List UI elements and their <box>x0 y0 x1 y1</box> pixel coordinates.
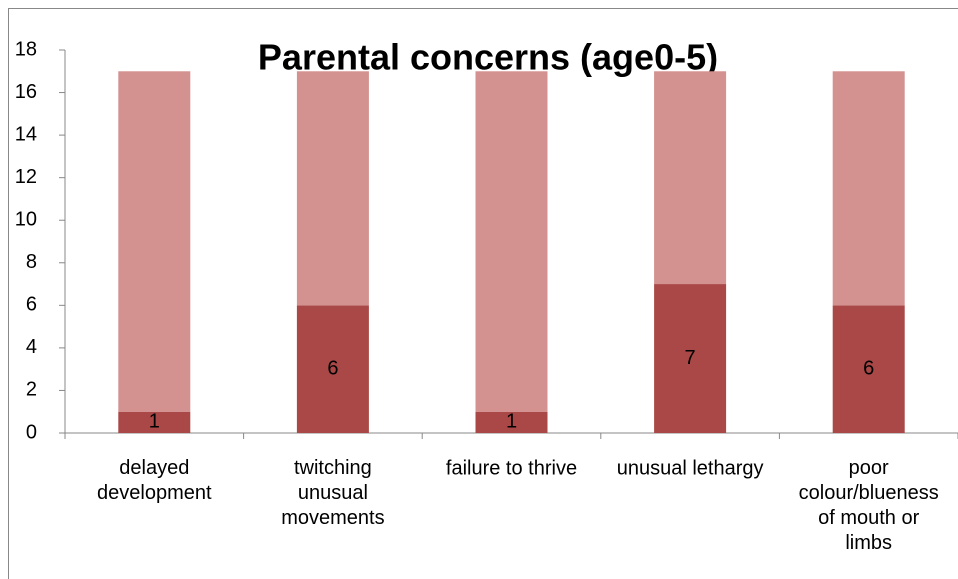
data-label: 1 <box>149 411 160 433</box>
data-label: 7 <box>685 347 696 369</box>
x-tick-label: delayed development <box>97 457 212 504</box>
bar-segment <box>118 71 191 412</box>
chart-frame <box>8 8 958 579</box>
y-tick-label: 0 <box>26 421 37 443</box>
x-tick-label: failure to thrive <box>446 457 577 479</box>
x-tick-label: poor colour/blueness of mouth or limbs <box>799 457 939 554</box>
y-tick-label: 10 <box>15 209 37 231</box>
x-tick-label: unusual lethargy <box>617 457 764 479</box>
bar-segment <box>118 411 191 433</box>
y-tick-label: 12 <box>15 166 37 188</box>
bar-segment <box>832 305 905 433</box>
bar-segment <box>654 71 727 285</box>
bar-segment <box>296 71 369 306</box>
y-tick-label: 4 <box>26 336 37 358</box>
x-tick-label: twitching unusual movements <box>281 457 384 529</box>
y-tick-label: 14 <box>15 123 37 145</box>
data-label: 6 <box>863 357 874 379</box>
bar-segment <box>654 284 727 433</box>
bar-segment <box>296 305 369 433</box>
y-tick-label: 2 <box>26 379 37 401</box>
data-label: 6 <box>327 357 338 379</box>
chart-title: Parental concerns (age0-5) <box>258 37 718 78</box>
data-label: 1 <box>506 411 517 433</box>
y-tick-label: 6 <box>26 294 37 316</box>
bar-segment <box>475 71 548 412</box>
bar-segment <box>475 411 548 433</box>
y-tick-label: 18 <box>15 38 37 60</box>
y-tick-label: 16 <box>15 81 37 103</box>
y-tick-label: 8 <box>26 251 37 273</box>
bar-segment <box>832 71 905 306</box>
